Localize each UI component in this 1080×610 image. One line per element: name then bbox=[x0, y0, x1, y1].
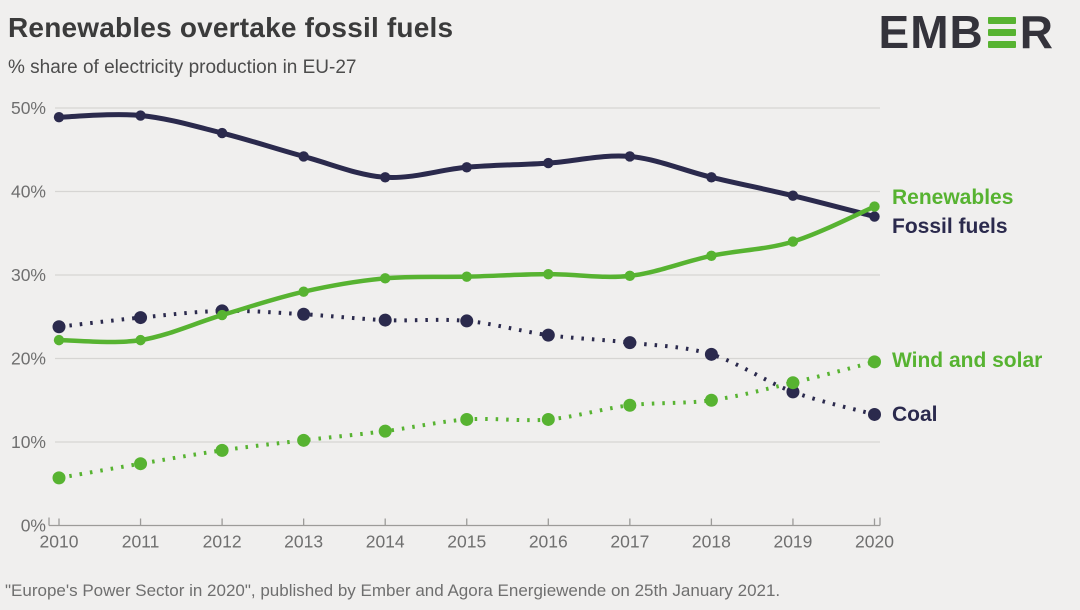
data-point bbox=[297, 433, 311, 447]
data-point bbox=[380, 172, 391, 183]
x-tick-label: 2012 bbox=[203, 532, 242, 552]
data-point bbox=[543, 268, 554, 280]
legend-wind-and-solar: Wind and solar bbox=[892, 349, 1043, 372]
y-tick-label: 20% bbox=[11, 349, 46, 369]
x-tick-label: 2017 bbox=[610, 532, 649, 552]
series-line bbox=[58, 359, 875, 480]
ember-logo: EMB R bbox=[878, 6, 1054, 58]
x-axis bbox=[48, 517, 881, 527]
data-point bbox=[52, 471, 66, 485]
series-fossil-fuels bbox=[53, 110, 880, 222]
data-point bbox=[786, 385, 800, 399]
legend-renewables: Renewables bbox=[892, 186, 1014, 209]
data-point bbox=[215, 443, 229, 457]
x-tick-label: 2016 bbox=[529, 532, 568, 552]
data-point bbox=[380, 273, 391, 284]
data-point bbox=[624, 270, 636, 282]
data-point bbox=[135, 110, 146, 121]
data-point bbox=[460, 314, 474, 328]
series-wind-and-solar bbox=[52, 355, 881, 485]
y-tick-label: 40% bbox=[11, 182, 46, 202]
data-point bbox=[706, 172, 717, 183]
line-chart: 0%10%20%30%40%50%2010 2011 2012 2013 2014 201… bbox=[11, 98, 895, 552]
x-tick-label: 2019 bbox=[773, 532, 812, 552]
data-point bbox=[53, 334, 65, 346]
data-point bbox=[787, 190, 799, 201]
data-point bbox=[461, 162, 472, 173]
y-tick-label: 30% bbox=[11, 265, 46, 285]
y-axis-labels: 0% 10% 20% 30% 40% 50% bbox=[11, 98, 46, 536]
data-point bbox=[216, 309, 228, 321]
data-point bbox=[704, 347, 718, 361]
y-tick-label: 10% bbox=[11, 432, 46, 452]
x-tick-label: 2020 bbox=[855, 532, 894, 552]
y-tick-label: 0% bbox=[21, 516, 46, 536]
page-subtitle: % share of electricity production in EU-… bbox=[8, 57, 357, 78]
data-point bbox=[53, 111, 65, 123]
y-tick-label: 50% bbox=[11, 98, 46, 118]
data-point bbox=[378, 424, 392, 438]
data-point bbox=[543, 157, 554, 169]
logo-text-r: R bbox=[1019, 6, 1054, 58]
series-line bbox=[58, 308, 876, 417]
legend-fossil-fuels: Fossil fuels bbox=[892, 215, 1008, 238]
x-tick-label: 2014 bbox=[366, 532, 405, 552]
x-tick-label: 2010 bbox=[40, 532, 79, 552]
data-point bbox=[541, 412, 555, 426]
data-point bbox=[623, 336, 637, 350]
data-point bbox=[624, 151, 636, 162]
data-point bbox=[706, 250, 717, 261]
data-point bbox=[786, 376, 800, 390]
logo-e-bars-icon bbox=[987, 16, 1016, 48]
x-tick-label: 2015 bbox=[447, 532, 486, 552]
data-point bbox=[134, 311, 148, 325]
legend-coal: Coal bbox=[892, 403, 938, 426]
data-point bbox=[135, 334, 146, 346]
data-point bbox=[378, 313, 392, 327]
page-title: Renewables overtake fossil fuels bbox=[8, 12, 454, 43]
data-point bbox=[461, 271, 472, 282]
data-point bbox=[868, 407, 881, 421]
series-coal bbox=[52, 304, 881, 421]
data-point bbox=[297, 307, 311, 321]
data-point bbox=[216, 127, 228, 139]
data-point bbox=[869, 201, 880, 212]
data-point bbox=[869, 211, 880, 222]
data-point bbox=[623, 398, 637, 412]
series-renewables bbox=[53, 201, 880, 346]
x-axis-labels: 2010 2011 2012 2013 2014 2015 2016 2017 2018 2019… bbox=[40, 532, 895, 552]
data-point bbox=[787, 236, 799, 247]
data-point bbox=[704, 393, 718, 407]
x-tick-label: 2011 bbox=[122, 532, 160, 552]
data-point bbox=[460, 412, 474, 426]
data-point bbox=[52, 320, 66, 334]
x-tick-label: 2018 bbox=[692, 532, 731, 552]
data-point bbox=[298, 286, 309, 297]
x-tick-label: 2013 bbox=[284, 532, 323, 552]
data-point bbox=[298, 151, 309, 162]
data-point bbox=[134, 457, 148, 471]
data-point bbox=[868, 355, 881, 369]
data-point bbox=[541, 328, 555, 342]
logo-text-emb: EMB bbox=[878, 6, 984, 58]
source-note: "Europe's Power Sector in 2020", publish… bbox=[5, 581, 781, 600]
